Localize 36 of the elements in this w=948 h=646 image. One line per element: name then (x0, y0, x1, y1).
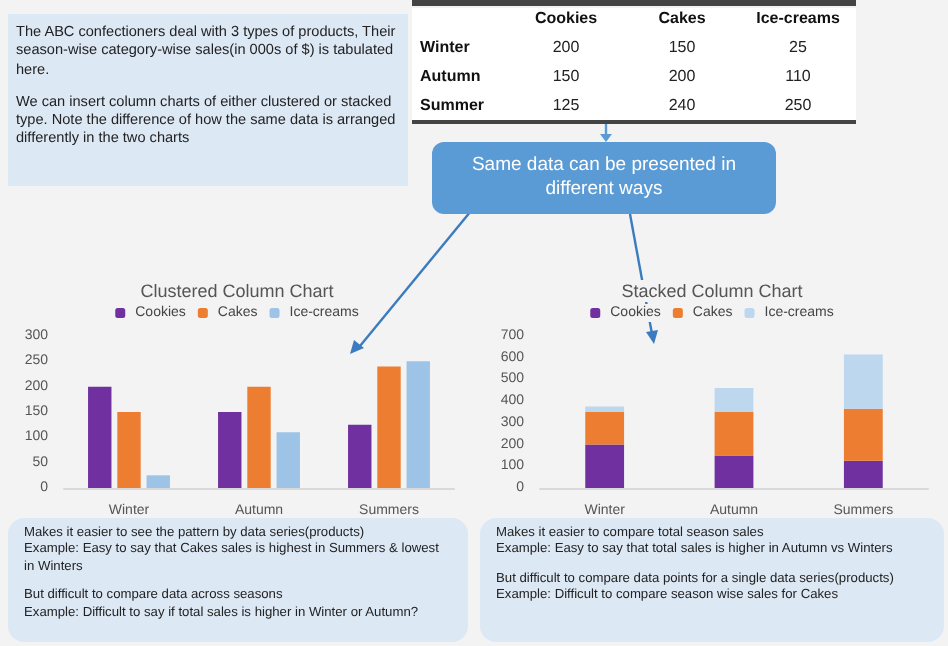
data-label: 200 (668, 67, 697, 85)
data-label: 25 (789, 37, 808, 56)
chart-title: Clustered Column Chart (140, 281, 335, 301)
x-tick-label: Cakes (658, 9, 707, 27)
data-label: 240 (668, 96, 697, 115)
y-tick-label: Autumn (420, 67, 481, 85)
bar (714, 388, 754, 412)
bar (843, 460, 883, 488)
bar (714, 412, 754, 456)
bar (146, 475, 170, 488)
bar (377, 366, 401, 488)
x-tick-label: Ice-creams (756, 9, 841, 27)
data-label: 110 (785, 67, 812, 85)
text: Same data can be presented in different ways (432, 142, 776, 214)
x-tick-label: Cookies (534, 9, 599, 27)
data-label: 250 (784, 96, 813, 115)
bar (843, 354, 883, 409)
bar (406, 361, 430, 488)
bar (585, 412, 625, 445)
data-label: 150 (552, 67, 581, 85)
data-label: 125 (552, 96, 581, 115)
bar (843, 408, 883, 461)
y-tick-label: Winter (420, 37, 470, 56)
bar (276, 432, 300, 488)
bar (585, 406, 625, 412)
bar (348, 424, 372, 488)
data-label: 200 (552, 37, 581, 56)
bar (714, 455, 754, 488)
bar (88, 386, 112, 488)
bar (247, 386, 271, 488)
bar (117, 412, 141, 488)
data-label: 150 (668, 37, 697, 56)
chart-title: Stacked Column Chart (621, 281, 804, 301)
bar (218, 412, 242, 488)
bar (585, 444, 625, 488)
y-tick-label: Summer (420, 96, 485, 115)
